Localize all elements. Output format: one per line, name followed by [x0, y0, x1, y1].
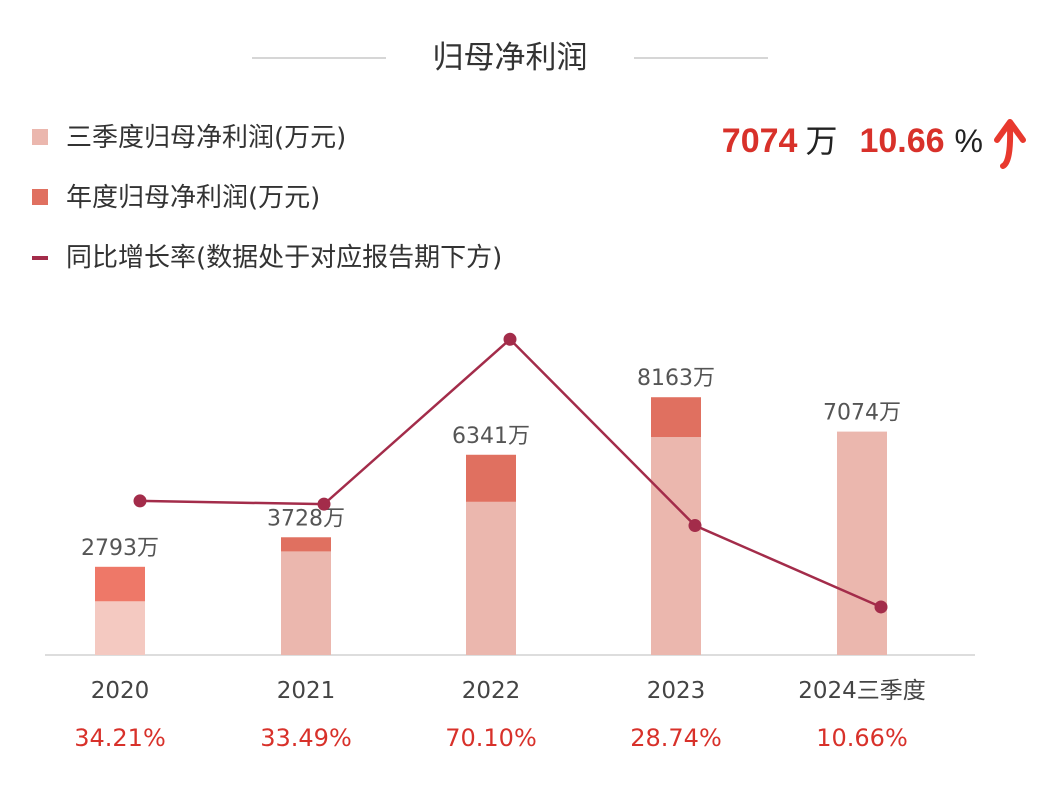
- title-divider-left: [252, 57, 386, 59]
- growth-rate-point-1: [317, 497, 331, 511]
- bar-q3-3: [651, 437, 701, 655]
- summary-rate-unit: %: [954, 123, 983, 159]
- x-tick-label-0: 2020: [91, 678, 150, 704]
- growth-rate-label-4: 10.66%: [816, 724, 908, 752]
- summary-value: 7074: [721, 122, 798, 160]
- x-tick-label-1: 2021: [277, 678, 336, 704]
- growth-rate-point-2: [503, 332, 517, 346]
- growth-rate-label-2: 70.10%: [445, 724, 537, 752]
- bar-value-label-4: 7074万: [823, 401, 901, 426]
- x-tick-label-2: 2022: [462, 678, 521, 704]
- bar-value-label-3: 8163万: [637, 366, 715, 391]
- legend-swatch-q3: [32, 129, 48, 145]
- summary-rate: 10.66: [859, 122, 945, 160]
- legend-swatch-annual: [32, 189, 48, 205]
- bar-value-label-1: 3728万: [267, 506, 345, 531]
- growth-rate-point-4: [874, 600, 888, 614]
- legend-label-growth: 同比增长率(数据处于对应报告期下方): [66, 243, 503, 273]
- bar-annual-0: [95, 566, 145, 602]
- growth-rate-label-0: 34.21%: [74, 724, 166, 752]
- growth-rate-label-1: 33.49%: [260, 724, 352, 752]
- bar-q3-1: [281, 551, 331, 655]
- growth-rate-point-0: [133, 494, 147, 508]
- bar-annual-3: [651, 397, 701, 438]
- up-arrow-icon: [994, 119, 1026, 169]
- chart-title-area: 归母净利润: [0, 30, 1041, 80]
- bar-q3-0: [95, 601, 145, 655]
- bar-q3-4: [837, 431, 887, 655]
- bar-value-label-2: 6341万: [452, 424, 530, 449]
- bar-annual-2: [466, 454, 516, 502]
- summary-readout: 7074 万 10.66%: [721, 116, 1026, 169]
- growth-rate-label-3: 28.74%: [630, 724, 722, 752]
- chart-title: 归母净利润: [432, 40, 588, 76]
- title-divider-right: [634, 57, 768, 59]
- x-tick-label-3: 2023: [647, 678, 706, 704]
- x-tick-label-4: 2024三季度: [798, 678, 926, 704]
- summary-value-unit: 万: [805, 122, 838, 160]
- legend-label-q3: 三季度归母净利润(万元): [66, 123, 347, 153]
- bar-annual-1: [281, 537, 331, 552]
- legend-label-annual: 年度归母净利润(万元): [66, 183, 321, 213]
- bar-q3-2: [466, 501, 516, 655]
- bar-value-label-0: 2793万: [81, 536, 159, 561]
- growth-rate-point-3: [688, 519, 702, 533]
- legend-swatch-growth: [32, 256, 48, 260]
